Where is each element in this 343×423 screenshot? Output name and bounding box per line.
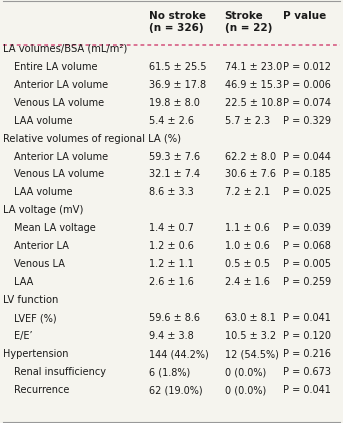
Text: LA volumes/BSA (mL/m²): LA volumes/BSA (mL/m²) (3, 44, 128, 54)
Text: Anterior LA volume: Anterior LA volume (14, 80, 108, 90)
Text: Renal insufficiency: Renal insufficiency (14, 367, 106, 377)
Text: 5.7 ± 2.3: 5.7 ± 2.3 (225, 115, 270, 126)
Text: 59.3 ± 7.6: 59.3 ± 7.6 (149, 151, 200, 162)
Text: 63.0 ± 8.1: 63.0 ± 8.1 (225, 313, 275, 323)
Text: No stroke
(n = 326): No stroke (n = 326) (149, 11, 206, 33)
Text: 8.6 ± 3.3: 8.6 ± 3.3 (149, 187, 194, 198)
Text: 144 (44.2%): 144 (44.2%) (149, 349, 209, 359)
Text: LAA volume: LAA volume (14, 187, 72, 198)
Text: 19.8 ± 8.0: 19.8 ± 8.0 (149, 98, 200, 107)
Text: 6 (1.8%): 6 (1.8%) (149, 367, 190, 377)
Text: 0 (0.0%): 0 (0.0%) (225, 367, 266, 377)
Text: 0 (0.0%): 0 (0.0%) (225, 385, 266, 395)
Text: P = 0.044: P = 0.044 (283, 151, 331, 162)
Text: P = 0.259: P = 0.259 (283, 277, 331, 287)
Text: 12 (54.5%): 12 (54.5%) (225, 349, 279, 359)
Text: 7.2 ± 2.1: 7.2 ± 2.1 (225, 187, 270, 198)
Text: Relative volumes of regional LA (%): Relative volumes of regional LA (%) (3, 134, 181, 143)
Text: P = 0.041: P = 0.041 (283, 385, 331, 395)
Text: Hypertension: Hypertension (3, 349, 69, 359)
Text: 2.4 ± 1.6: 2.4 ± 1.6 (225, 277, 270, 287)
Text: Mean LA voltage: Mean LA voltage (14, 223, 95, 233)
Text: 46.9 ± 15.3: 46.9 ± 15.3 (225, 80, 282, 90)
Text: 9.4 ± 3.8: 9.4 ± 3.8 (149, 331, 194, 341)
Text: 1.2 ± 0.6: 1.2 ± 0.6 (149, 242, 194, 251)
Text: 74.1 ± 23.0: 74.1 ± 23.0 (225, 62, 282, 71)
Text: Entire LA volume: Entire LA volume (14, 62, 97, 71)
Text: P = 0.039: P = 0.039 (283, 223, 331, 233)
Text: P = 0.068: P = 0.068 (283, 242, 331, 251)
Text: Recurrence: Recurrence (14, 385, 69, 395)
Text: 62.2 ± 8.0: 62.2 ± 8.0 (225, 151, 276, 162)
Text: LAA: LAA (14, 277, 33, 287)
Text: LV function: LV function (3, 295, 59, 305)
Text: P = 0.329: P = 0.329 (283, 115, 331, 126)
Text: LAA volume: LAA volume (14, 115, 72, 126)
Text: 30.6 ± 7.6: 30.6 ± 7.6 (225, 170, 276, 179)
Text: P = 0.025: P = 0.025 (283, 187, 331, 198)
Text: 5.4 ± 2.6: 5.4 ± 2.6 (149, 115, 194, 126)
Text: P = 0.074: P = 0.074 (283, 98, 331, 107)
Text: P = 0.012: P = 0.012 (283, 62, 331, 71)
Text: 0.5 ± 0.5: 0.5 ± 0.5 (225, 259, 270, 269)
Text: P = 0.216: P = 0.216 (283, 349, 331, 359)
Text: Anterior LA: Anterior LA (14, 242, 69, 251)
Text: Venous LA: Venous LA (14, 259, 64, 269)
Text: Venous LA volume: Venous LA volume (14, 98, 104, 107)
Text: P = 0.185: P = 0.185 (283, 170, 331, 179)
Text: 1.2 ± 1.1: 1.2 ± 1.1 (149, 259, 194, 269)
Text: 1.0 ± 0.6: 1.0 ± 0.6 (225, 242, 269, 251)
Text: Venous LA volume: Venous LA volume (14, 170, 104, 179)
Text: P = 0.673: P = 0.673 (283, 367, 331, 377)
Text: 10.5 ± 3.2: 10.5 ± 3.2 (225, 331, 276, 341)
Text: 36.9 ± 17.8: 36.9 ± 17.8 (149, 80, 206, 90)
Text: LA voltage (mV): LA voltage (mV) (3, 206, 84, 215)
Text: Stroke
(n = 22): Stroke (n = 22) (225, 11, 272, 33)
Text: E/E’: E/E’ (14, 331, 32, 341)
Text: P = 0.006: P = 0.006 (283, 80, 331, 90)
Text: 59.6 ± 8.6: 59.6 ± 8.6 (149, 313, 200, 323)
Text: 61.5 ± 25.5: 61.5 ± 25.5 (149, 62, 207, 71)
Text: P = 0.120: P = 0.120 (283, 331, 331, 341)
Text: P = 0.041: P = 0.041 (283, 313, 331, 323)
Text: LVEF (%): LVEF (%) (14, 313, 56, 323)
Text: 32.1 ± 7.4: 32.1 ± 7.4 (149, 170, 200, 179)
Text: P value: P value (283, 11, 326, 21)
Text: 1.1 ± 0.6: 1.1 ± 0.6 (225, 223, 269, 233)
Text: P = 0.005: P = 0.005 (283, 259, 331, 269)
Text: Anterior LA volume: Anterior LA volume (14, 151, 108, 162)
Text: 2.6 ± 1.6: 2.6 ± 1.6 (149, 277, 194, 287)
Text: 22.5 ± 10.8: 22.5 ± 10.8 (225, 98, 282, 107)
Text: 62 (19.0%): 62 (19.0%) (149, 385, 203, 395)
Text: 1.4 ± 0.7: 1.4 ± 0.7 (149, 223, 194, 233)
